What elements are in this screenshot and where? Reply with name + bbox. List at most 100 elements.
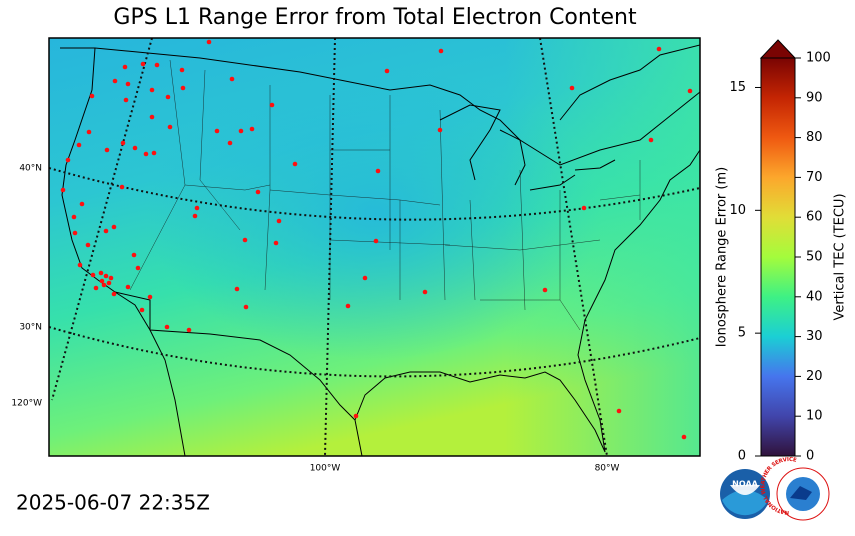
station <box>165 94 171 100</box>
station <box>229 76 235 82</box>
station <box>131 252 137 258</box>
station <box>375 168 381 174</box>
station <box>242 237 248 243</box>
station <box>111 291 117 297</box>
station <box>384 68 390 74</box>
station <box>194 205 200 211</box>
station <box>234 286 240 292</box>
station <box>180 85 186 91</box>
tec-axis-label: Vertical TEC (TECU) <box>833 193 848 320</box>
station <box>99 278 105 284</box>
tec-tick-label: 20 <box>806 369 823 384</box>
station <box>140 61 146 67</box>
station <box>72 230 78 236</box>
station <box>345 303 351 309</box>
colorbar: 0 5 10 15 0 10 20 30 40 50 60 70 80 90 100 <box>729 39 831 464</box>
station <box>98 270 104 276</box>
station <box>79 201 85 207</box>
station <box>125 284 131 290</box>
tec-tick-label: 10 <box>806 409 823 424</box>
station <box>353 413 359 419</box>
station <box>186 327 192 333</box>
range-tick-label: 15 <box>729 80 746 95</box>
station <box>106 280 112 286</box>
colorbar-extend <box>759 39 797 59</box>
station <box>71 214 77 220</box>
station <box>86 129 92 135</box>
tec-tick-label: 30 <box>806 329 823 344</box>
station <box>149 87 155 93</box>
station <box>422 289 428 295</box>
station <box>687 88 693 94</box>
range-tick-label: 5 <box>738 326 746 341</box>
station <box>123 97 129 103</box>
tec-tick-label: 60 <box>806 210 823 225</box>
station <box>76 142 82 148</box>
station <box>192 213 198 219</box>
lat-label: 40°N <box>19 164 42 174</box>
tec-tick-label: 40 <box>806 289 823 304</box>
station <box>111 224 117 230</box>
station <box>104 147 110 153</box>
station <box>438 48 444 54</box>
tec-tick-label: 80 <box>806 130 823 145</box>
station <box>77 262 83 268</box>
range-tick-label: 0 <box>738 449 746 464</box>
station <box>119 184 125 190</box>
colorbar-body <box>760 57 796 457</box>
lat-label: 30°N <box>19 323 42 333</box>
station <box>164 324 170 330</box>
station <box>103 228 109 234</box>
station <box>656 46 662 52</box>
range-tick-label: 10 <box>729 203 746 218</box>
station <box>542 287 548 293</box>
station <box>249 126 255 132</box>
station <box>132 145 138 151</box>
station <box>373 238 379 244</box>
station <box>60 187 66 193</box>
station <box>362 275 368 281</box>
lon-label: 100°W <box>310 464 341 474</box>
tec-tick-label: 0 <box>806 449 814 464</box>
noaa-logo: NOAA <box>720 469 770 519</box>
tec-field <box>49 38 700 456</box>
station <box>437 127 443 133</box>
station <box>569 85 575 91</box>
station <box>227 140 233 146</box>
station <box>85 242 91 248</box>
lon-label: 120°W <box>11 399 42 409</box>
station <box>125 81 131 87</box>
station <box>122 64 128 70</box>
tec-tick-label: 70 <box>806 170 823 185</box>
station <box>147 294 153 300</box>
station <box>167 124 173 130</box>
station <box>103 273 109 279</box>
tec-tick-label: 100 <box>806 51 831 66</box>
station <box>90 272 96 278</box>
station <box>108 275 114 281</box>
title: GPS L1 Range Error from Total Electron C… <box>113 5 637 30</box>
map <box>49 38 700 456</box>
station <box>648 137 654 143</box>
tec-tick-label: 90 <box>806 90 823 105</box>
nws-logo: NATIONAL WEATHER SERVICE <box>760 456 830 521</box>
station <box>273 240 279 246</box>
station <box>179 67 185 73</box>
station <box>214 128 220 134</box>
range-axis-label: Ionosphere Range Error (m) <box>715 167 730 347</box>
station <box>206 39 212 45</box>
station <box>89 93 95 99</box>
station <box>154 62 160 68</box>
station <box>616 408 622 414</box>
station <box>243 304 249 310</box>
station <box>120 140 126 146</box>
stations <box>60 39 693 440</box>
station <box>149 114 155 120</box>
noaa-text: NOAA <box>732 480 758 489</box>
station <box>151 150 157 156</box>
station <box>269 102 275 108</box>
station <box>139 307 145 313</box>
station <box>112 78 118 84</box>
station <box>581 205 587 211</box>
